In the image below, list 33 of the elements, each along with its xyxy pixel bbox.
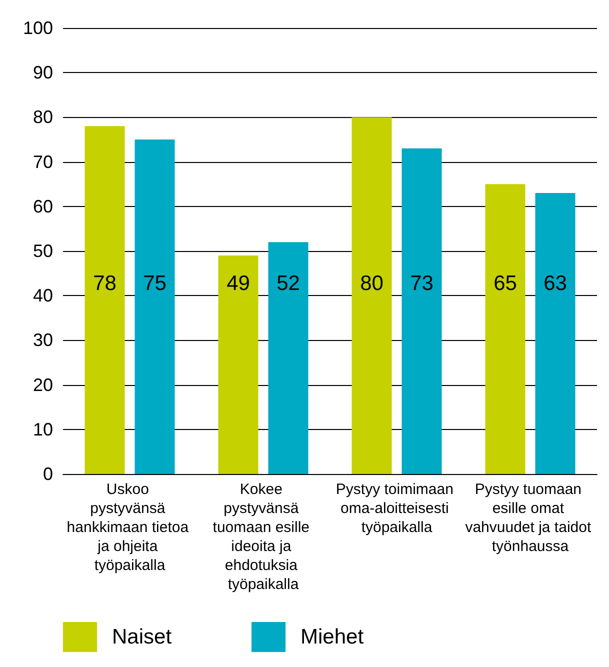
- data-label: 65: [494, 272, 517, 295]
- data-label: 75: [143, 272, 166, 295]
- bar: [352, 117, 392, 474]
- data-label: 73: [410, 272, 434, 295]
- bar: [402, 148, 442, 474]
- data-label: 78: [93, 272, 116, 295]
- y-tick-label: 0: [42, 464, 53, 484]
- x-tick-label: Pystyy toimimaan oma-aloitteisesti työpaikalla: [336, 481, 458, 536]
- bar: [485, 184, 526, 474]
- x-tick-label: Pystyy tuomaan esille omat vahvuudet ja taidot työnhaussa: [465, 481, 596, 555]
- y-tick-label: 50: [32, 241, 53, 261]
- data-label: 52: [276, 272, 300, 295]
- y-tick-label: 90: [32, 62, 53, 83]
- y-tick-label: 10: [32, 419, 53, 440]
- data-label: 63: [544, 272, 567, 295]
- y-tick-label: 60: [32, 196, 53, 216]
- x-tick-label: Kokee pystyvänsä tuomaan esille ideoita ja ehdotuksia työpaikalla: [212, 481, 314, 593]
- y-tick-label: 40: [32, 286, 53, 306]
- data-label: 80: [360, 272, 384, 295]
- y-tick-label: 30: [32, 330, 53, 350]
- y-tick-label: 20: [32, 374, 53, 395]
- data-label: 49: [226, 272, 250, 295]
- bar: [134, 140, 175, 474]
- y-tick-label: 70: [32, 152, 53, 172]
- bar: [535, 193, 576, 474]
- x-tick-label: Uskoo pystyvänsä hankkimaan tietoa ja ohjeita työpaikalla: [66, 481, 193, 574]
- bar: [218, 255, 258, 474]
- y-tick-label: 100: [22, 18, 53, 38]
- legend-label: Naiset: [112, 626, 172, 648]
- y-tick-label: 80: [32, 107, 53, 128]
- bar: [84, 126, 125, 474]
- legend-label: Miehet: [300, 626, 364, 648]
- bar: [268, 242, 308, 474]
